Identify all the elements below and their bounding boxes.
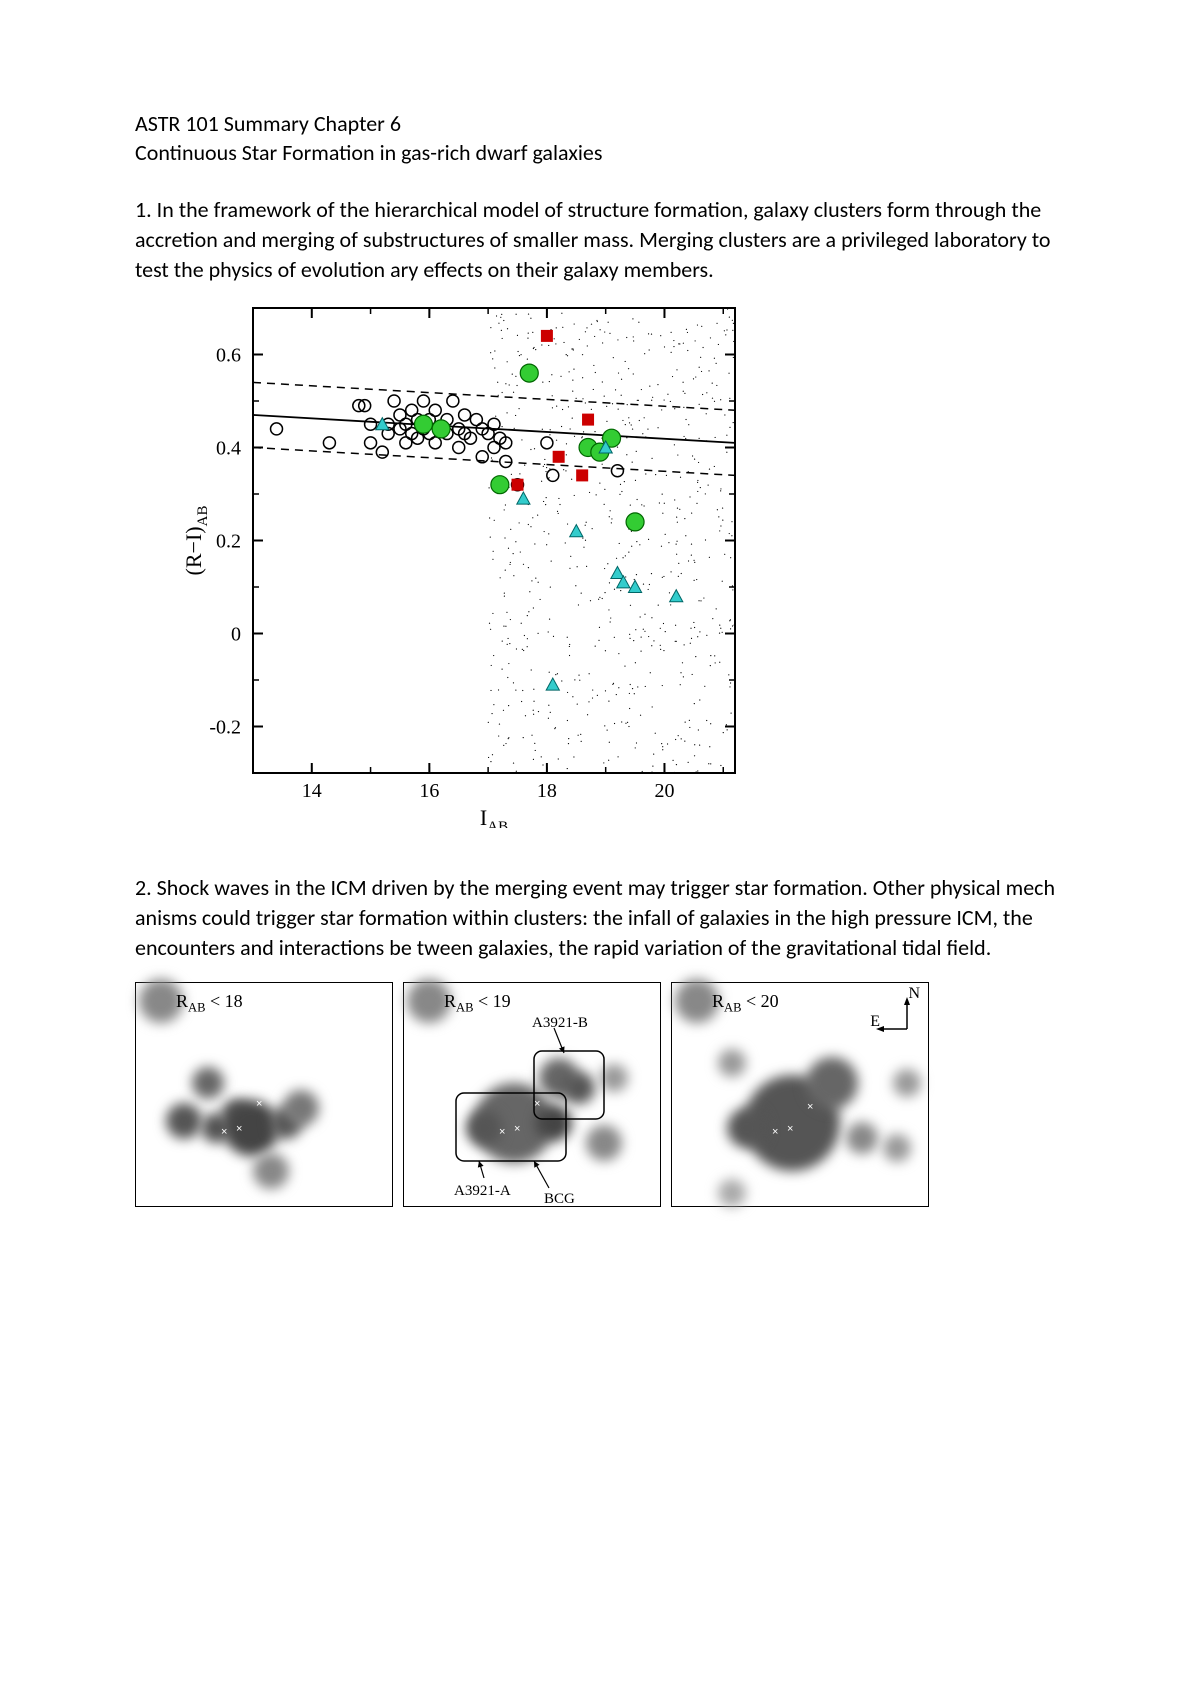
doc-title-line1: ASTR 101 Summary Chapter 6 bbox=[135, 110, 1065, 139]
paragraph-1: 1. In the framework of the hierarchical … bbox=[135, 195, 1065, 284]
svg-text:20: 20 bbox=[654, 780, 674, 802]
svg-text:16: 16 bbox=[419, 780, 439, 802]
scatter-chart: 14 16 18 20 -0.2 0 0.2 0.4 0.6 IAB (R−I)AB bbox=[175, 298, 1065, 833]
paragraph-2: 2. Shock waves in the ICM driven by the … bbox=[135, 873, 1065, 962]
density-map-panels: ×××RAB < 18×××RAB < 19A3921-BA3921-ABCG×… bbox=[135, 982, 1065, 1207]
svg-text:0: 0 bbox=[231, 624, 241, 646]
svg-text:18: 18 bbox=[537, 780, 557, 802]
svg-text:IAB: IAB bbox=[480, 805, 508, 828]
panel-label: RAB < 18 bbox=[176, 991, 243, 1016]
density-panel-0: ×××RAB < 18 bbox=[135, 982, 393, 1207]
doc-title-line2: Continuous Star Formation in gas-rich dw… bbox=[135, 139, 1065, 168]
panel-label: RAB < 20 bbox=[712, 991, 779, 1016]
svg-text:0.2: 0.2 bbox=[216, 531, 241, 553]
svg-text:0.6: 0.6 bbox=[216, 345, 241, 367]
density-panel-1: ×××RAB < 19A3921-BA3921-ABCG bbox=[403, 982, 661, 1207]
density-panel-2: ×××RAB < 20NE bbox=[671, 982, 929, 1207]
svg-text:14: 14 bbox=[302, 780, 322, 802]
svg-text:(R−I)AB: (R−I)AB bbox=[181, 506, 211, 576]
svg-text:-0.2: -0.2 bbox=[209, 717, 241, 739]
svg-text:0.4: 0.4 bbox=[216, 438, 241, 460]
